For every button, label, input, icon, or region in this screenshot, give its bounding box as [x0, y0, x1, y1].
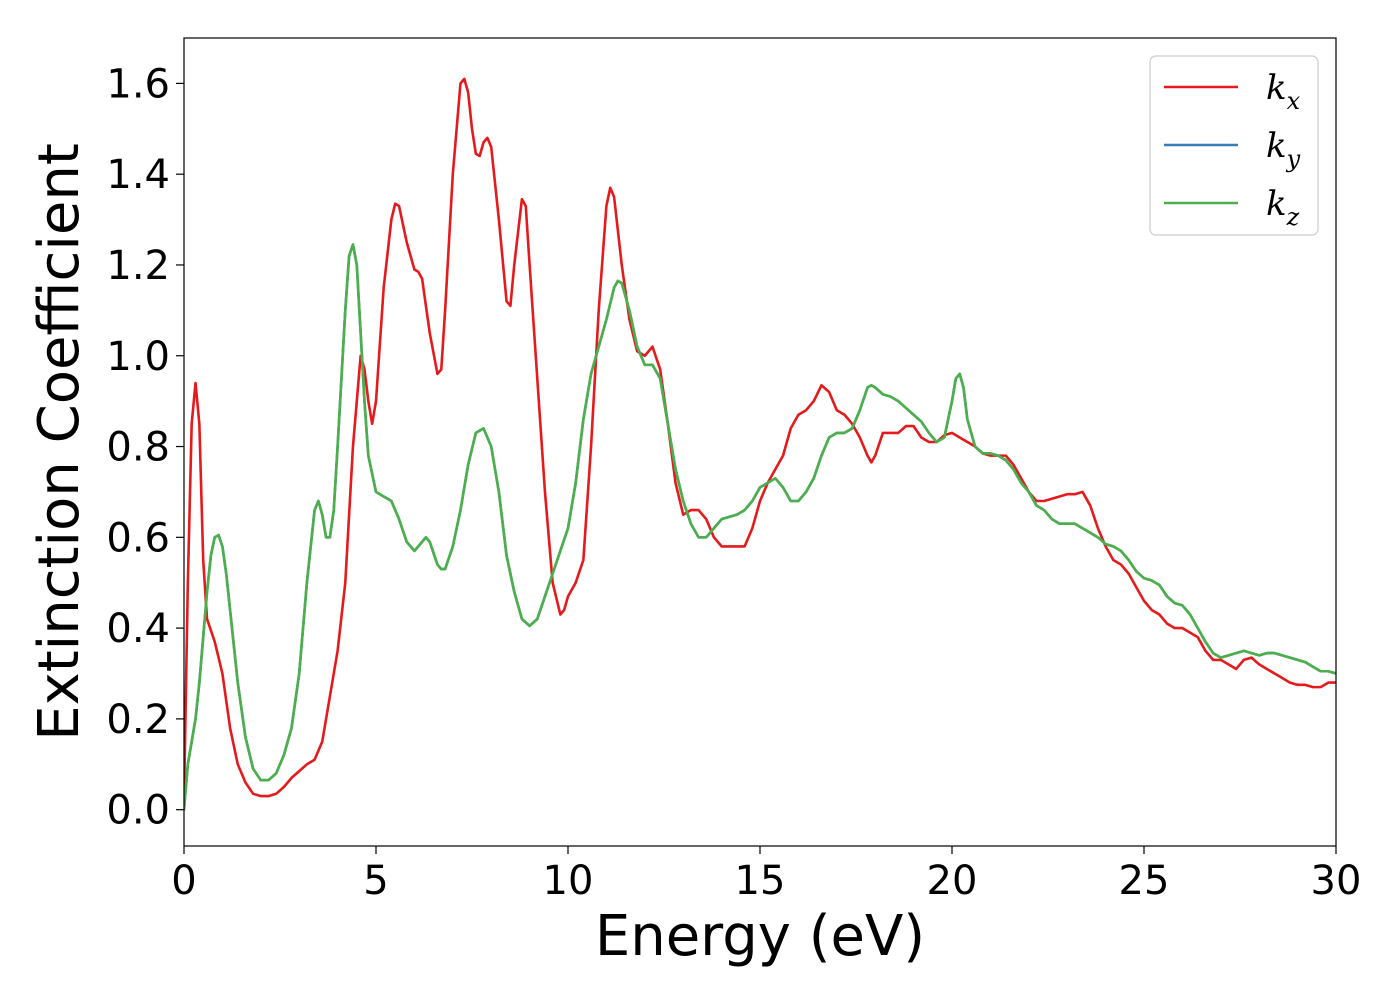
legend-label-kz: kz — [1266, 184, 1300, 231]
y-tick-label: 1.2 — [106, 243, 170, 289]
legend-label-kx: kx — [1266, 68, 1301, 115]
y-tick-label: 0.8 — [106, 425, 170, 471]
y-tick-label: 1.4 — [106, 152, 170, 198]
series-layer — [184, 77, 1336, 811]
x-tick-label: 15 — [735, 858, 786, 904]
x-tick-label: 30 — [1311, 858, 1362, 904]
y-tick-label: 0.6 — [106, 515, 170, 561]
y-tick-label: 0.4 — [106, 606, 170, 652]
legend-label-ky: ky — [1266, 126, 1301, 173]
y-tick-label: 1.0 — [106, 334, 170, 380]
x-tick-label: 5 — [363, 858, 388, 904]
y-tick-label: 1.6 — [106, 61, 170, 107]
x-tick-label: 20 — [927, 858, 978, 904]
x-axis-ticks: 0 5 10 15 20 25 30 — [171, 846, 1361, 904]
x-tick-label: 10 — [543, 858, 594, 904]
x-tick-label: 25 — [1119, 858, 1170, 904]
y-axis-label: Extinction Coefficient — [27, 143, 92, 741]
y-axis-ticks: 0.0 0.2 0.4 0.6 0.8 1.0 1.2 1.4 1.6 — [106, 61, 184, 834]
legend: kx ky kz — [1149, 55, 1319, 236]
x-tick-label: 0 — [171, 858, 196, 904]
y-tick-label: 0.0 — [106, 788, 170, 834]
y-tick-label: 0.2 — [106, 697, 170, 743]
series-line-kz — [184, 243, 1336, 811]
x-axis-label: Energy (eV) — [595, 904, 925, 969]
